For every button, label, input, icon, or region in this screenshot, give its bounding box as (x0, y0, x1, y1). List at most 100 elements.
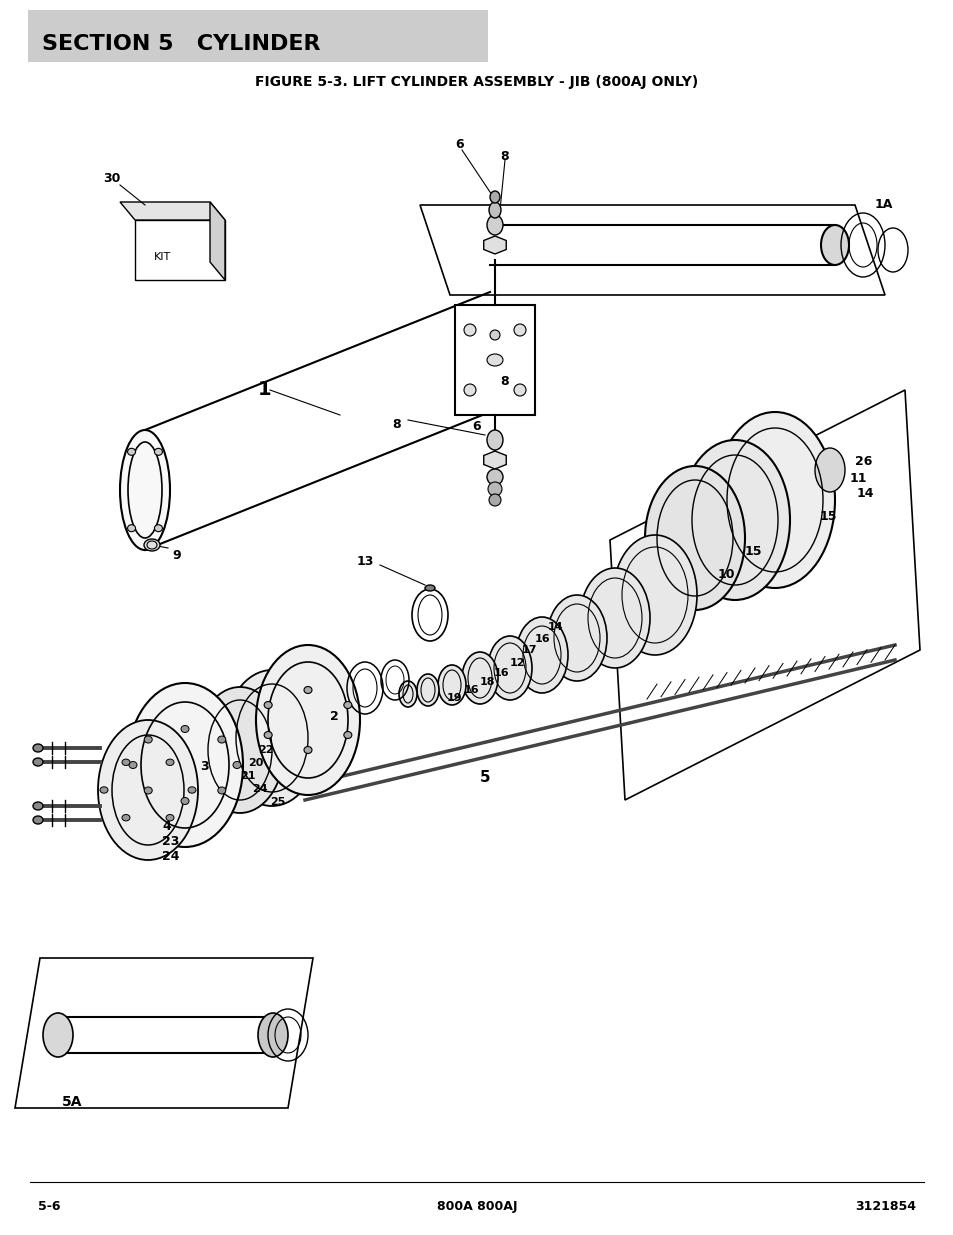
Ellipse shape (33, 758, 43, 766)
Ellipse shape (343, 731, 352, 739)
Text: 10: 10 (718, 568, 735, 580)
Text: 11: 11 (849, 472, 866, 485)
Ellipse shape (122, 760, 130, 766)
Text: SECTION 5   CYLINDER: SECTION 5 CYLINDER (42, 35, 320, 54)
Text: 4: 4 (162, 820, 171, 832)
Text: 16: 16 (463, 685, 479, 695)
Text: 3121854: 3121854 (854, 1200, 915, 1213)
Text: 2: 2 (330, 710, 338, 722)
Text: 16: 16 (535, 634, 550, 643)
Ellipse shape (489, 203, 500, 219)
Ellipse shape (33, 802, 43, 810)
Ellipse shape (463, 384, 476, 396)
Ellipse shape (129, 762, 137, 768)
Ellipse shape (98, 720, 198, 860)
Ellipse shape (437, 664, 465, 705)
Ellipse shape (486, 469, 502, 485)
Text: 8: 8 (392, 417, 400, 431)
Ellipse shape (486, 430, 502, 450)
Text: 8: 8 (499, 375, 508, 388)
Ellipse shape (224, 671, 319, 806)
Ellipse shape (166, 815, 173, 821)
Text: 22: 22 (257, 745, 274, 755)
Text: 21: 21 (240, 771, 255, 781)
Ellipse shape (33, 816, 43, 824)
Text: 6: 6 (472, 420, 480, 433)
Text: 20: 20 (248, 758, 263, 768)
Ellipse shape (195, 687, 284, 813)
Ellipse shape (398, 680, 416, 706)
Ellipse shape (181, 725, 189, 732)
Text: 30: 30 (103, 172, 120, 185)
Ellipse shape (489, 494, 500, 506)
Ellipse shape (416, 674, 438, 706)
Ellipse shape (821, 225, 848, 266)
Polygon shape (210, 203, 225, 280)
Ellipse shape (33, 743, 43, 752)
Ellipse shape (144, 787, 152, 794)
Text: 18: 18 (479, 677, 495, 687)
Ellipse shape (488, 636, 532, 700)
Polygon shape (483, 451, 506, 469)
Ellipse shape (100, 787, 108, 793)
Ellipse shape (613, 535, 697, 655)
Ellipse shape (579, 568, 649, 668)
Text: 24: 24 (162, 850, 179, 863)
Ellipse shape (516, 618, 567, 693)
Ellipse shape (264, 731, 272, 739)
Ellipse shape (166, 760, 173, 766)
Ellipse shape (144, 736, 152, 743)
Text: 8: 8 (499, 149, 508, 163)
Text: FIGURE 5-3. LIFT CYLINDER ASSEMBLY - JIB (800AJ ONLY): FIGURE 5-3. LIFT CYLINDER ASSEMBLY - JIB… (255, 75, 698, 89)
Ellipse shape (463, 324, 476, 336)
Text: 23: 23 (162, 835, 179, 848)
Text: 15: 15 (744, 545, 761, 558)
Ellipse shape (304, 687, 312, 694)
Ellipse shape (128, 525, 135, 532)
Text: 12: 12 (510, 658, 525, 668)
Text: 5: 5 (479, 769, 490, 785)
Ellipse shape (304, 746, 312, 753)
Ellipse shape (714, 412, 834, 588)
Ellipse shape (514, 324, 525, 336)
Bar (455, 305, 535, 415)
Ellipse shape (486, 215, 502, 235)
Text: 14: 14 (856, 487, 874, 500)
Ellipse shape (217, 787, 226, 794)
Text: 19: 19 (447, 693, 462, 703)
Ellipse shape (127, 683, 243, 847)
Ellipse shape (122, 815, 130, 821)
Ellipse shape (154, 448, 162, 456)
Text: 5-6: 5-6 (38, 1200, 60, 1213)
Ellipse shape (43, 1013, 73, 1057)
Text: 800A 800AJ: 800A 800AJ (436, 1200, 517, 1213)
Text: 15: 15 (820, 510, 837, 522)
Polygon shape (135, 220, 225, 280)
Ellipse shape (490, 191, 499, 203)
Text: 5A: 5A (62, 1095, 82, 1109)
Polygon shape (120, 203, 225, 220)
Ellipse shape (217, 736, 226, 743)
Ellipse shape (486, 354, 502, 366)
Ellipse shape (814, 448, 844, 492)
Ellipse shape (120, 430, 170, 550)
Ellipse shape (514, 384, 525, 396)
Ellipse shape (233, 762, 241, 768)
Ellipse shape (154, 525, 162, 532)
Ellipse shape (257, 1013, 288, 1057)
Ellipse shape (644, 466, 744, 610)
Text: 16: 16 (494, 668, 509, 678)
Text: 3: 3 (200, 760, 209, 773)
Ellipse shape (546, 595, 606, 680)
Ellipse shape (264, 701, 272, 709)
Ellipse shape (343, 701, 352, 709)
Text: 14: 14 (547, 622, 563, 632)
Text: 1A: 1A (874, 198, 892, 211)
Text: KIT: KIT (154, 252, 172, 262)
Ellipse shape (181, 798, 189, 804)
Text: 13: 13 (356, 555, 374, 568)
Text: 25: 25 (270, 797, 285, 806)
Ellipse shape (679, 440, 789, 600)
Ellipse shape (461, 652, 497, 704)
Ellipse shape (255, 645, 359, 795)
